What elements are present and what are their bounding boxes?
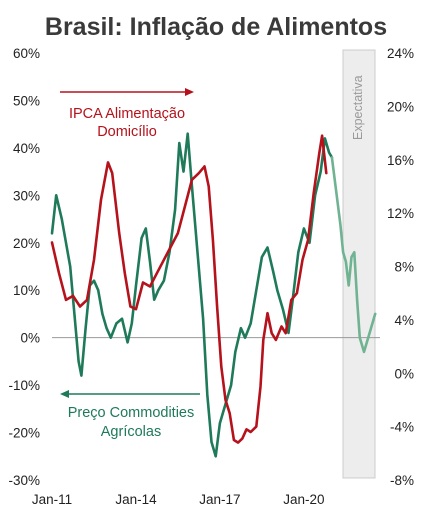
left-tick-label: 30% [13, 188, 40, 203]
left-tick-label: 20% [13, 236, 40, 251]
commodities-arrowhead [60, 390, 69, 398]
right-tick-label: -4% [390, 420, 414, 435]
left-tick-label: 10% [13, 283, 40, 298]
right-tick-label: 16% [387, 153, 414, 168]
right-tick-label: 0% [394, 366, 414, 381]
ipca-label-line1: IPCA Alimentação [69, 106, 185, 122]
commodities-line [50, 132, 334, 458]
x-axis-ticks: Jan-11 Jan-14 Jan-17 Jan-20 [32, 492, 325, 507]
right-tick-label: 24% [387, 46, 414, 61]
ipca-arrowhead [185, 88, 194, 96]
commodities-forecast-line [330, 156, 377, 354]
left-tick-label: -20% [8, 426, 40, 441]
left-tick-label: 50% [13, 93, 40, 108]
x-tick-label: Jan-14 [115, 492, 157, 507]
x-tick-label: Jan-17 [199, 492, 240, 507]
commodities-label-line2: Agrícolas [101, 424, 161, 440]
ipca-label-line2: Domicílio [97, 124, 157, 140]
forecast-label: Expectativa [351, 75, 365, 140]
right-tick-label: 4% [394, 313, 414, 328]
right-tick-label: 20% [387, 99, 414, 114]
ipca-line [50, 134, 328, 444]
left-tick-label: 40% [13, 141, 40, 156]
right-axis-ticks: -8% -4% 0% 4% 8% 12% 16% 20% 24% [387, 46, 414, 488]
right-tick-label: 8% [394, 260, 414, 275]
forecast-shade [342, 49, 376, 479]
series-layer [50, 132, 377, 458]
left-tick-label: 0% [20, 331, 40, 346]
left-tick-label: -10% [8, 378, 40, 393]
left-tick-label: -30% [8, 473, 40, 488]
chart-title: Brasil: Inflação de Alimentos [45, 13, 387, 41]
right-tick-label: 12% [387, 206, 414, 221]
right-tick-label: -8% [390, 473, 414, 488]
x-tick-label: Jan-11 [32, 492, 72, 507]
x-tick-label: Jan-20 [283, 492, 324, 507]
commodities-label-line1: Preço Commodities [68, 405, 195, 421]
left-tick-label: 60% [13, 46, 40, 61]
left-axis-ticks: -30% -20% -10% 0% 10% 20% 30% 40% 50% 60% [8, 46, 40, 488]
